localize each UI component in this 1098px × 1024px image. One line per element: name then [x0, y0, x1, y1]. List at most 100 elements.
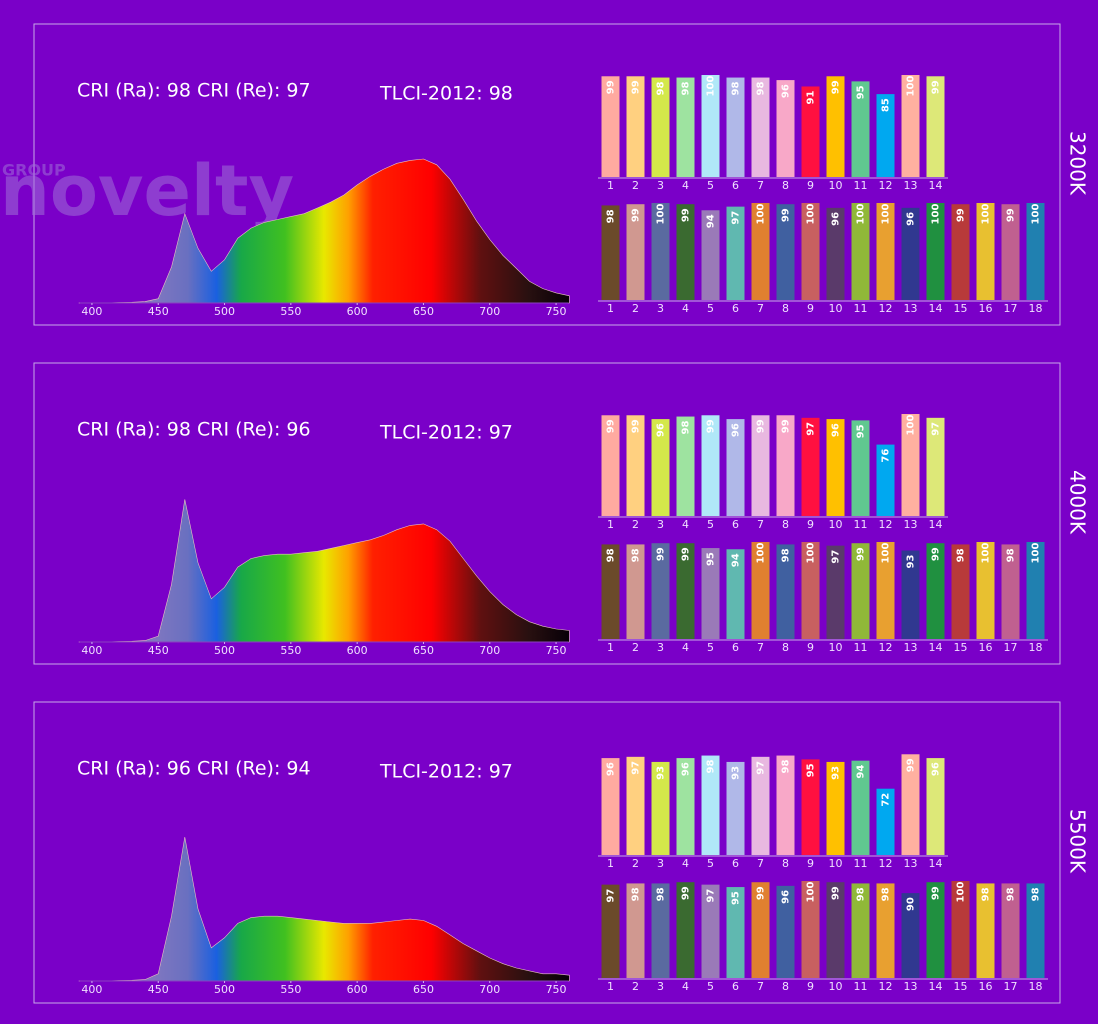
value-label: 99 — [906, 758, 917, 772]
value-label: 97 — [931, 422, 942, 436]
x-tick-label: 15 — [954, 641, 968, 654]
value-label: 93 — [731, 766, 742, 780]
x-tick-label: 550 — [280, 644, 301, 657]
x-tick-label: 6 — [732, 302, 739, 315]
x-tick-label: 2 — [632, 302, 639, 315]
bar — [1026, 542, 1045, 639]
bar — [801, 203, 820, 300]
bar — [601, 758, 620, 855]
x-tick-label: 13 — [904, 179, 918, 192]
x-tick-label: 9 — [807, 980, 814, 993]
bar — [901, 893, 920, 978]
x-tick-label: 8 — [782, 302, 789, 315]
value-label: 99 — [931, 80, 942, 94]
x-tick-label: 3 — [657, 641, 664, 654]
x-tick-label: 1 — [607, 518, 614, 531]
x-tick-label: 13 — [904, 518, 918, 531]
value-label: 97 — [631, 761, 642, 775]
x-tick-label: 650 — [413, 644, 434, 657]
bar — [626, 76, 645, 177]
value-label: 93 — [906, 554, 917, 568]
panel-frame — [33, 362, 1061, 665]
x-tick-label: 17 — [1004, 980, 1018, 993]
value-label: 99 — [681, 547, 692, 561]
value-label: 98 — [706, 760, 717, 774]
bar — [951, 881, 970, 978]
panel-title: 5500K — [1066, 809, 1090, 874]
bar — [876, 444, 895, 516]
value-label: 100 — [956, 882, 967, 903]
x-tick-label: 2 — [632, 980, 639, 993]
value-label: 98 — [656, 82, 667, 96]
x-tick-label: 10 — [829, 302, 843, 315]
bar — [851, 760, 870, 855]
panel-frame — [33, 701, 1061, 1004]
bar — [726, 419, 745, 516]
bar — [701, 884, 720, 978]
value-label: 100 — [906, 76, 917, 97]
value-label: 100 — [806, 882, 817, 903]
x-tick-label: 9 — [807, 641, 814, 654]
x-tick-label: 18 — [1029, 980, 1043, 993]
value-label: 95 — [806, 763, 817, 777]
x-tick-label: 10 — [829, 641, 843, 654]
watermark: GROUP — [2, 161, 66, 180]
value-label: 98 — [656, 887, 667, 901]
bar — [676, 416, 695, 516]
value-label: 100 — [931, 204, 942, 225]
bar — [801, 759, 820, 855]
bar — [626, 544, 645, 639]
x-tick-label: 5 — [707, 641, 714, 654]
bar — [601, 884, 620, 978]
bar — [951, 544, 970, 639]
x-tick-label: 550 — [280, 983, 301, 996]
x-tick-label: 14 — [929, 980, 943, 993]
bar — [1001, 544, 1020, 639]
bar — [701, 548, 720, 639]
value-label: 97 — [706, 889, 717, 903]
x-tick-label: 8 — [782, 857, 789, 870]
value-label: 100 — [981, 543, 992, 564]
value-label: 94 — [731, 553, 742, 567]
bar — [751, 756, 770, 855]
value-label: 100 — [706, 76, 717, 97]
value-label: 98 — [631, 887, 642, 901]
x-tick-label: 7 — [757, 641, 764, 654]
bar — [876, 883, 895, 978]
bar — [801, 881, 820, 978]
x-tick-label: 13 — [904, 857, 918, 870]
panel-title: 3200K — [1066, 131, 1090, 196]
x-tick-label: 12 — [879, 179, 893, 192]
bar — [776, 755, 795, 855]
value-label: 100 — [806, 543, 817, 564]
x-tick-label: 2 — [632, 518, 639, 531]
value-label: 99 — [781, 419, 792, 433]
x-tick-label: 3 — [657, 518, 664, 531]
value-label: 100 — [656, 204, 667, 225]
x-tick-label: 500 — [214, 983, 235, 996]
bar — [976, 542, 995, 639]
bar — [926, 543, 945, 639]
value-label: 100 — [981, 204, 992, 225]
bar — [701, 415, 720, 516]
value-label: 100 — [756, 543, 767, 564]
bar — [851, 420, 870, 516]
value-label: 98 — [881, 887, 892, 901]
value-label: 96 — [781, 890, 792, 904]
x-tick-label: 400 — [81, 305, 102, 318]
spectrum-area — [78, 158, 570, 304]
bar — [676, 758, 695, 855]
bar — [726, 761, 745, 855]
x-tick-label: 14 — [929, 857, 943, 870]
x-tick-label: 13 — [904, 641, 918, 654]
x-tick-label: 16 — [979, 302, 993, 315]
value-label: 98 — [1006, 548, 1017, 562]
value-label: 90 — [906, 897, 917, 911]
bar — [726, 549, 745, 639]
x-tick-label: 11 — [854, 518, 868, 531]
bar — [726, 77, 745, 177]
bar — [601, 544, 620, 639]
x-tick-label: 16 — [979, 980, 993, 993]
x-tick-label: 12 — [879, 302, 893, 315]
bar — [776, 544, 795, 639]
